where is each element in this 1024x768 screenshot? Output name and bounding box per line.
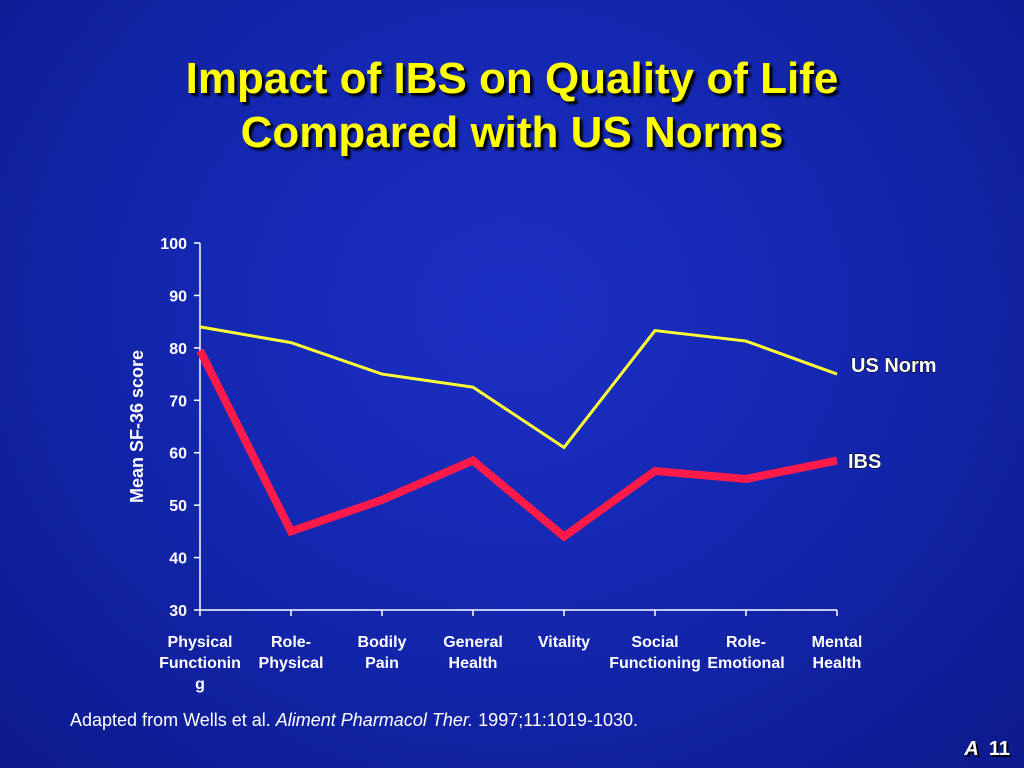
series-label-us-norm: US Norm: [851, 355, 937, 377]
y-axis-label: Mean SF-36 score: [127, 350, 147, 503]
citation-prefix: Adapted from Wells et al.: [70, 710, 276, 730]
x-tick-label-line: Functioning: [609, 655, 701, 672]
x-tick-label-line: Role-: [726, 634, 766, 651]
x-tick-label-line: g: [195, 676, 205, 693]
series-line-ibs: [196, 348, 838, 542]
y-tick-label: 60: [169, 446, 187, 463]
x-tick-label: Bodily Pain: [358, 634, 407, 672]
y-tick-label: 100: [160, 236, 187, 253]
x-tick-label-line: Bodily: [358, 634, 407, 651]
x-tick-label-line: Health: [813, 655, 862, 672]
y-tick-label: 30: [169, 603, 187, 620]
x-tick-label: Social Functioning: [609, 634, 701, 672]
citation-suffix: 1997;11:1019-1030.: [473, 710, 638, 730]
x-tick-label-line: Mental: [812, 634, 863, 651]
title-line-1: Impact of IBS on Quality of Life: [185, 54, 839, 103]
series-label-ibs: IBS: [848, 451, 881, 473]
citation: Adapted from Wells et al. Aliment Pharma…: [70, 710, 638, 731]
x-tick-label-line: Physical: [259, 655, 324, 672]
x-tick-label-line: Role-: [271, 634, 311, 651]
slide-label: A: [964, 738, 979, 760]
y-tick-label: 70: [169, 393, 187, 410]
x-tick-label: Mental Health: [812, 634, 863, 672]
slide-number: A 11: [964, 738, 1010, 761]
slide-page-number: 11: [988, 738, 1010, 760]
x-tick-label-line: Functionin: [159, 655, 241, 672]
x-tick-label: Vitality: [538, 634, 590, 651]
x-tick-label: Role- Physical: [259, 634, 324, 672]
slide-title: Impact of IBS on Quality of Life Compare…: [0, 52, 1024, 160]
title-line-2: Compared with US Norms: [240, 108, 784, 157]
x-tick-label: General Health: [443, 634, 503, 672]
x-tick-label: Role- Emotional: [707, 634, 784, 672]
citation-journal: Aliment Pharmacol Ther.: [275, 710, 474, 730]
y-tick-label: 80: [169, 341, 187, 358]
y-tick-label: 90: [169, 288, 187, 305]
x-tick-label-line: Physical: [168, 634, 233, 651]
x-tick-label-line: Social: [631, 634, 678, 651]
x-tick-label-line: Pain: [365, 655, 399, 672]
x-tick-label-line: Health: [449, 655, 498, 672]
x-tick-label-line: Vitality: [538, 634, 590, 651]
x-tick-label-line: Emotional: [707, 655, 784, 672]
y-tick-label: 40: [169, 551, 187, 568]
y-tick-label: 50: [169, 498, 187, 515]
series-line-us-norm: [199, 325, 838, 450]
x-tick-label: Physical Functionin g: [159, 634, 241, 693]
x-tick-label-line: General: [443, 634, 503, 651]
